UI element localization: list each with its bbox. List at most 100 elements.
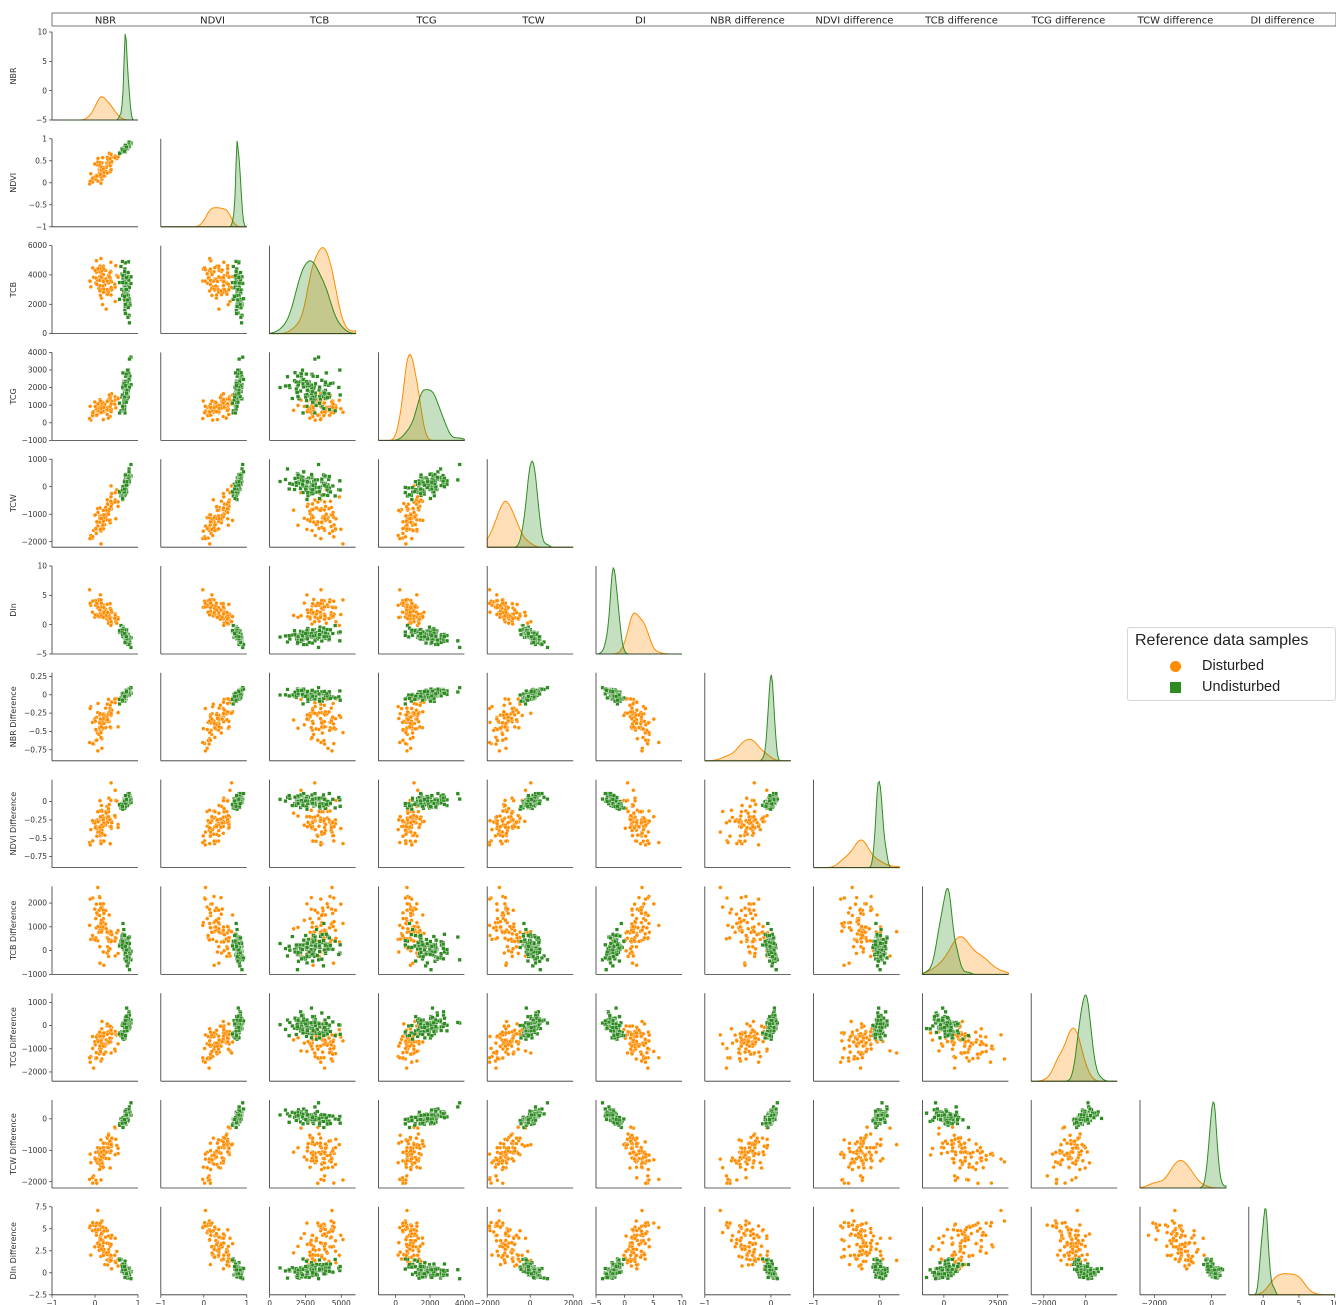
point-disturbed: [324, 621, 329, 626]
point-disturbed: [212, 809, 218, 814]
point-undisturbed: [333, 623, 338, 628]
point-undisturbed: [429, 480, 434, 485]
point-disturbed: [417, 724, 422, 729]
point-disturbed: [216, 526, 221, 531]
point-undisturbed: [234, 259, 239, 264]
point-undisturbed: [128, 462, 133, 467]
y-tick-label: 4000: [28, 271, 47, 280]
point-disturbed: [227, 396, 232, 401]
point-disturbed: [210, 272, 215, 277]
point-disturbed: [411, 506, 416, 511]
point-disturbed: [399, 706, 404, 711]
y-tick-label: 0: [42, 178, 47, 187]
point-undisturbed: [283, 477, 288, 482]
kde-undisturbed: [160, 140, 247, 228]
point-disturbed: [326, 616, 332, 621]
point-disturbed: [218, 825, 224, 830]
point-undisturbed: [278, 479, 283, 484]
point-disturbed: [413, 839, 418, 844]
point-disturbed: [101, 605, 106, 610]
point-disturbed: [291, 408, 296, 413]
point-undisturbed: [403, 630, 408, 635]
point-disturbed: [340, 841, 346, 846]
point-undisturbed: [237, 281, 242, 285]
point-disturbed: [523, 788, 528, 793]
point-disturbed: [510, 621, 515, 627]
point-undisturbed: [442, 634, 447, 639]
point-disturbed: [311, 732, 316, 737]
point-disturbed: [224, 416, 229, 421]
point-disturbed: [95, 266, 101, 271]
point-undisturbed: [455, 477, 460, 482]
point-disturbed: [409, 842, 414, 847]
point-disturbed: [418, 703, 423, 708]
point-disturbed: [305, 712, 310, 717]
point-undisturbed: [120, 404, 125, 409]
point-undisturbed: [312, 791, 317, 796]
point-disturbed: [396, 817, 401, 822]
point-disturbed: [116, 724, 121, 729]
point-disturbed: [221, 275, 226, 280]
point-undisturbed: [312, 477, 317, 482]
point-disturbed: [329, 825, 334, 830]
point-disturbed: [201, 398, 206, 404]
point-disturbed: [220, 717, 225, 722]
point-undisturbed: [120, 393, 125, 397]
panel-6-5: [595, 672, 682, 762]
header-label: NDVI difference: [815, 16, 893, 27]
point-disturbed: [315, 519, 320, 524]
point-disturbed: [307, 615, 312, 620]
point-disturbed: [98, 527, 103, 532]
panel-2-1: [160, 245, 247, 335]
point-disturbed: [340, 410, 346, 415]
point-disturbed: [97, 505, 103, 510]
point-undisturbed: [529, 689, 534, 694]
point-disturbed: [408, 512, 413, 517]
y-tick-label: 0: [42, 86, 47, 95]
point-disturbed: [396, 603, 401, 608]
point-disturbed: [302, 601, 307, 606]
point-disturbed: [229, 780, 234, 785]
point-disturbed: [415, 494, 420, 499]
point-undisturbed: [441, 796, 446, 801]
point-undisturbed: [322, 483, 327, 488]
point-undisturbed: [233, 496, 238, 501]
point-disturbed: [108, 798, 113, 803]
point-disturbed: [226, 282, 231, 287]
point-disturbed: [93, 404, 98, 409]
point-disturbed: [493, 742, 499, 747]
point-disturbed: [408, 605, 413, 610]
point-undisturbed: [303, 487, 308, 492]
point-disturbed: [400, 738, 406, 743]
point-disturbed: [98, 597, 104, 602]
point-undisturbed: [241, 469, 246, 474]
point-undisturbed: [126, 278, 131, 283]
point-disturbed: [330, 605, 335, 610]
point-undisturbed: [124, 281, 128, 285]
point-disturbed: [100, 302, 105, 307]
point-disturbed: [109, 152, 114, 157]
point-disturbed: [98, 181, 103, 186]
point-disturbed: [98, 256, 104, 261]
point-undisturbed: [283, 799, 288, 804]
point-undisturbed: [422, 634, 427, 639]
point-undisturbed: [293, 476, 297, 481]
point-disturbed: [337, 713, 342, 718]
point-disturbed: [214, 292, 219, 298]
point-disturbed: [225, 817, 230, 822]
point-undisturbed: [338, 488, 343, 492]
point-disturbed: [621, 713, 626, 718]
point-disturbed: [224, 610, 229, 615]
point-undisturbed: [539, 642, 544, 647]
point-disturbed: [112, 282, 117, 287]
point-undisturbed: [330, 484, 335, 488]
point-disturbed: [642, 719, 647, 724]
point-disturbed: [330, 405, 335, 410]
point-disturbed: [93, 719, 98, 724]
point-disturbed: [101, 279, 106, 284]
point-disturbed: [221, 260, 226, 265]
point-disturbed: [500, 819, 505, 824]
point-undisturbed: [124, 287, 129, 292]
point-disturbed: [97, 798, 103, 803]
point-undisturbed: [337, 638, 342, 643]
